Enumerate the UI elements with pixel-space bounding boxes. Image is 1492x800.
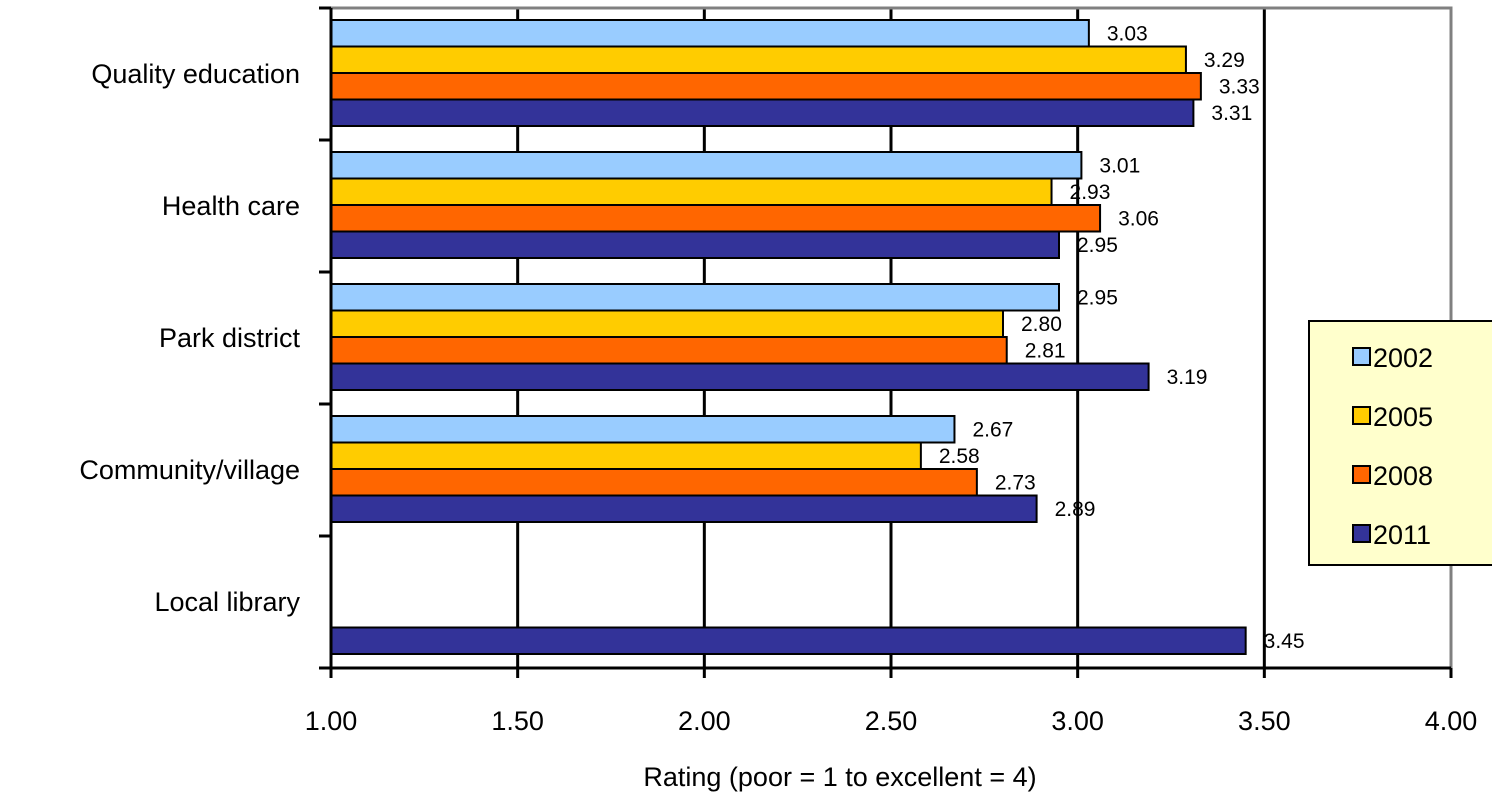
legend-swatch-2005 [1352, 406, 1371, 425]
bar-2005 [330, 441, 922, 470]
data-label: 3.33 [1219, 75, 1260, 98]
data-label: 2.67 [972, 418, 1013, 441]
data-label: 2.95 [1077, 286, 1118, 309]
legend-label: 2005 [1373, 402, 1433, 432]
legend-label: 2008 [1373, 461, 1433, 491]
data-label: 2.81 [1025, 339, 1066, 362]
bar-2008 [330, 336, 1008, 365]
data-label: 3.45 [1264, 630, 1305, 653]
bar-2011 [330, 230, 1060, 259]
data-labels: 3.033.293.333.313.012.933.062.952.952.80… [939, 22, 1305, 653]
bar-2011 [330, 626, 1247, 655]
x-tick-label: 1.00 [305, 706, 358, 736]
x-axis-title: Rating (poor = 1 to excellent = 4) [643, 762, 1036, 792]
data-label: 2.73 [995, 471, 1036, 494]
data-label: 3.03 [1107, 22, 1148, 45]
x-tick-label: 1.50 [491, 706, 544, 736]
category-label: Local library [154, 587, 300, 617]
legend-label: 2002 [1373, 343, 1433, 373]
bar-2002 [330, 283, 1060, 312]
category-label: Park district [159, 323, 301, 353]
legend-box [1308, 320, 1492, 566]
data-label: 3.31 [1211, 102, 1252, 125]
data-label: 3.01 [1099, 154, 1140, 177]
bar-2005 [330, 177, 1053, 206]
category-label: Community/village [79, 455, 300, 485]
legend-swatch-2008 [1352, 465, 1371, 484]
x-tick-label: 3.00 [1051, 706, 1104, 736]
data-label: 2.80 [1021, 313, 1062, 336]
bar-2005 [330, 45, 1187, 74]
category-label: Health care [162, 191, 300, 221]
data-label: 2.89 [1055, 498, 1096, 521]
x-tick-label: 4.00 [1425, 706, 1478, 736]
x-tick-label: 3.50 [1238, 706, 1291, 736]
bar-2002 [330, 415, 956, 444]
bar-2002 [330, 19, 1090, 48]
bar-2002 [330, 151, 1083, 180]
bar-2011 [330, 98, 1195, 127]
bar-2011 [330, 362, 1150, 391]
legend-swatch-2011 [1352, 524, 1371, 543]
legend-label: 2011 [1373, 520, 1431, 550]
bar-2008 [330, 468, 978, 497]
data-label: 3.29 [1204, 49, 1245, 72]
x-axis: 1.00 1.50 2.00 2.50 3.00 3.50 4.00 [305, 666, 1478, 736]
legend: 2002 2005 2008 2011 [1308, 320, 1492, 566]
data-label: 2.95 [1077, 234, 1118, 257]
x-tick-label: 2.50 [865, 706, 918, 736]
x-tick-label: 2.00 [678, 706, 731, 736]
category-label: Quality education [91, 59, 300, 89]
bar-2011 [330, 494, 1038, 523]
data-label: 3.19 [1167, 366, 1208, 389]
bar-2008 [330, 72, 1202, 101]
legend-swatch-2002 [1352, 347, 1371, 366]
data-label: 3.06 [1118, 207, 1159, 230]
bar-2005 [330, 309, 1004, 338]
data-label: 2.58 [939, 445, 980, 468]
y-axis: Quality education Health care Park distric… [79, 6, 333, 670]
data-label: 2.93 [1070, 181, 1111, 204]
bar-2008 [330, 204, 1102, 233]
